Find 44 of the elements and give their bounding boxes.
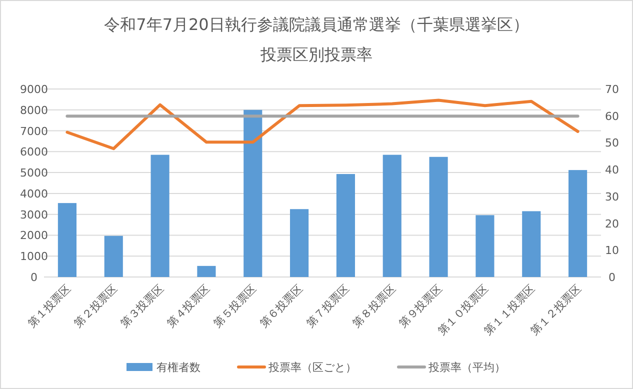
x-tick-label: 第５投票区 <box>210 282 259 330</box>
x-tick-label: 第４投票区 <box>164 282 213 330</box>
bar <box>476 215 494 277</box>
legend-label: 投票率（区ごと） <box>268 361 356 374</box>
x-tick-label: 第７投票区 <box>304 282 352 330</box>
bar <box>522 211 541 277</box>
y-tick-label: 1000 <box>20 250 48 264</box>
y-tick-label: 0 <box>30 271 38 284</box>
y-tick-label: 2000 <box>20 229 48 242</box>
x-tick-label: 第３投票区 <box>118 282 166 330</box>
bar <box>244 110 262 277</box>
y-tick-label: 7000 <box>20 124 48 138</box>
x-tick-label: 第６投票区 <box>257 282 306 330</box>
y-tick-label: 4000 <box>20 187 48 200</box>
legend-label: 投票率（平均） <box>428 361 506 374</box>
bar <box>197 266 216 277</box>
y2-tick-label: 70 <box>605 83 619 96</box>
y-tick-label: 9000 <box>20 83 48 96</box>
y2-tick-label: 60 <box>605 110 619 123</box>
line-series <box>66 98 580 150</box>
bar <box>336 174 355 277</box>
bar <box>58 203 76 277</box>
legend-label: 有権者数 <box>156 361 200 374</box>
y-tick-label: 3000 <box>20 208 48 222</box>
title: 令和7年7月20日執行参議院議員通常選挙（千葉県選挙区） <box>104 15 529 34</box>
y-tick-label: 8000 <box>20 104 48 117</box>
x-tick-label: 第２投票区 <box>72 282 120 330</box>
bar <box>429 156 448 277</box>
bar <box>568 170 588 277</box>
y2-tick-label: 0 <box>608 271 616 284</box>
y-tick-label: 6000 <box>20 146 48 159</box>
y2-tick-label: 10 <box>605 244 619 258</box>
bar <box>290 209 309 277</box>
x-tick-label: 第８投票区 <box>350 282 398 330</box>
y2-tick-label: 30 <box>605 190 619 204</box>
bar <box>382 154 402 277</box>
y2-tick-label: 40 <box>605 164 619 177</box>
x-tick-label: 第１投票区 <box>25 282 74 330</box>
y-tick-label: 5000 <box>20 166 48 180</box>
subtitle: 投票区別投票率 <box>260 45 372 64</box>
bar <box>104 236 123 277</box>
y2-tick-label: 20 <box>605 217 619 230</box>
y2-tick-label: 50 <box>605 136 619 150</box>
bar <box>150 154 170 277</box>
